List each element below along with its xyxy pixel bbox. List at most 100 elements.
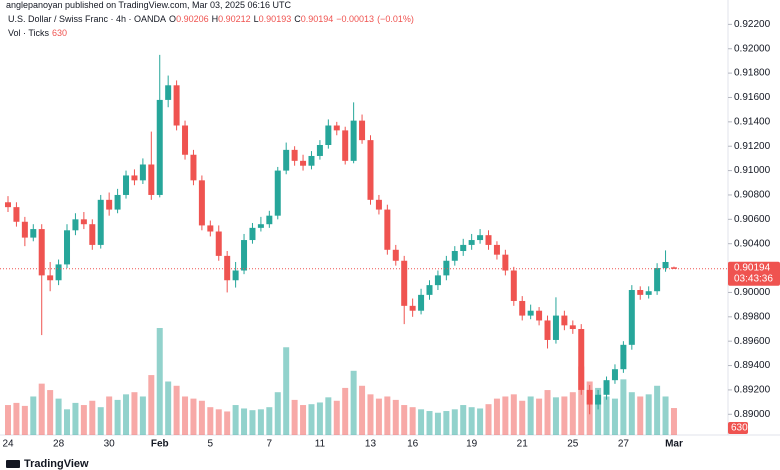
candle-body: [654, 268, 661, 292]
candle-body: [510, 270, 517, 301]
brand: TradingView: [24, 458, 89, 470]
volume-bar: [401, 405, 408, 435]
y-tick-label: 0.91400: [734, 116, 771, 127]
candle-body: [325, 125, 332, 145]
candle-body: [544, 320, 551, 340]
volume-bar: [569, 392, 576, 435]
candle-body: [89, 224, 96, 245]
volume-bar: [198, 400, 205, 435]
candle-body: [637, 290, 644, 295]
candle-body: [55, 264, 62, 281]
x-tick-label: 11: [315, 439, 326, 450]
x-tick-label: 7: [267, 439, 273, 450]
candle-body: [645, 291, 652, 295]
volume-bar: [620, 379, 627, 435]
volume-bar: [654, 385, 661, 435]
candle-body: [333, 125, 340, 131]
candle-body: [224, 255, 231, 281]
x-tick-label: 16: [407, 439, 419, 450]
candle-body: [266, 215, 273, 225]
volume-bar: [123, 394, 130, 435]
volume-bar: [308, 404, 315, 435]
y-tick-label: 0.92200: [734, 19, 771, 30]
volume-bar: [249, 410, 256, 435]
candle-body: [536, 310, 543, 321]
volume-bar: [519, 400, 526, 435]
candle-body: [80, 219, 87, 225]
candle-body: [30, 229, 37, 238]
y-tick-label: 0.91600: [734, 92, 771, 103]
ohlc-value: 0.90212: [218, 14, 251, 24]
volume-bar: [595, 387, 602, 435]
volume-bar: [342, 387, 349, 435]
volume-bar: [510, 394, 517, 435]
change: −0.00013: [336, 14, 375, 24]
volume-bar: [359, 385, 366, 435]
candle-body: [468, 240, 475, 245]
logo: [6, 460, 20, 468]
volume-bar: [131, 392, 138, 435]
candle-body: [5, 202, 11, 208]
volume-bar: [662, 396, 669, 435]
volume-bar: [173, 385, 180, 435]
ohlc-item: L0.90193: [254, 14, 292, 24]
change-pct: (−0.01%): [377, 14, 414, 24]
candle-body: [561, 315, 568, 326]
volume-label-bg: [728, 422, 748, 434]
candle-body: [460, 244, 467, 252]
candle-body: [173, 85, 180, 126]
x-tick-label: 30: [104, 439, 116, 450]
volume-bar: [148, 375, 155, 435]
volume-bar: [47, 390, 54, 435]
candle-body: [316, 145, 323, 156]
volume-bar: [434, 412, 441, 435]
y-tick-label: 0.92000: [734, 43, 771, 54]
candle-body: [106, 199, 113, 210]
volume-bar: [468, 407, 475, 435]
volume-bar: [637, 396, 644, 435]
candle-body: [182, 125, 189, 155]
y-tick-label: 0.90800: [734, 190, 771, 201]
candle-body: [342, 130, 349, 161]
volume-bar: [544, 390, 551, 435]
volume-bar: [106, 396, 113, 435]
candle-body: [215, 231, 222, 256]
volume-bar: [628, 392, 635, 435]
y-tick-label: 0.89000: [734, 409, 771, 420]
volume-bar: [502, 396, 509, 435]
x-tick-label: Feb: [151, 439, 169, 450]
volume-bar: [190, 398, 197, 435]
volume-bar: [552, 397, 559, 435]
candle-body: [620, 344, 627, 370]
volume-bar: [493, 398, 500, 435]
candle-body: [283, 149, 290, 171]
x-tick-label: 21: [517, 439, 529, 450]
ohlc-value: 0.90194: [300, 14, 334, 24]
y-tick-label: 0.90600: [734, 214, 771, 225]
volume-bar: [384, 396, 391, 435]
volume-label-tag: 630: [731, 423, 748, 434]
x-tick-label: 27: [618, 439, 630, 450]
candle-body: [97, 199, 104, 245]
x-tick-label: 24: [2, 439, 14, 450]
candle-body: [384, 209, 391, 250]
ohlc-value: 0.90206: [176, 14, 209, 24]
y-tick-label: 0.91800: [734, 68, 771, 79]
candle-body: [21, 221, 28, 238]
volume-bar: [291, 399, 298, 435]
y-tick-label: 0.91200: [734, 141, 771, 152]
volume-bar: [232, 405, 239, 435]
volume-bar: [182, 396, 189, 435]
candle-body: [392, 249, 399, 261]
volume-bar: [241, 408, 248, 435]
candle-body: [232, 270, 239, 281]
volume-bar: [426, 411, 433, 435]
candle-body: [123, 175, 130, 195]
volume-bar: [443, 411, 450, 435]
candle-body: [148, 164, 155, 195]
volume-bar: [325, 397, 332, 435]
volume-label: Vol · Ticks: [8, 28, 50, 38]
symbol-title: U.S. Dollar / Swiss Franc · 4h · OANDA: [8, 14, 167, 24]
volume-bar: [21, 405, 28, 435]
